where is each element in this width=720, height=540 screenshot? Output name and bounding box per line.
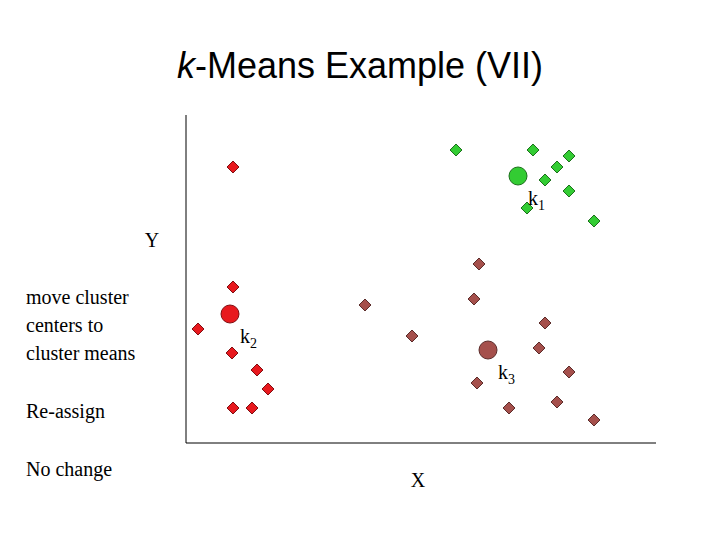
data-point: [588, 215, 600, 227]
data-point: [450, 144, 462, 156]
y-axis: [186, 115, 187, 443]
cluster-center: [221, 305, 239, 323]
marks: [192, 144, 600, 426]
center-label-subscript: 3: [508, 372, 515, 387]
center-label: k2: [240, 325, 257, 351]
annotation: Re-assign: [26, 397, 166, 425]
data-point: [551, 161, 563, 173]
cluster-center: [479, 341, 497, 359]
title-rest: -Means Example (VII): [195, 45, 543, 86]
data-point: [246, 402, 258, 414]
data-point: [563, 366, 575, 378]
data-point: [551, 396, 563, 408]
data-point: [262, 383, 274, 395]
title-italic: k: [177, 45, 197, 86]
data-point: [533, 342, 545, 354]
data-point: [471, 377, 483, 389]
data-point: [473, 258, 485, 270]
annotation: No change: [26, 455, 166, 483]
center-label-subscript: 1: [538, 198, 545, 213]
data-point: [588, 414, 600, 426]
x-axis-label: X: [411, 469, 426, 491]
data-point: [563, 185, 575, 197]
data-point: [539, 174, 551, 186]
data-point: [406, 330, 418, 342]
center-label: k3: [498, 361, 515, 387]
data-point: [527, 144, 539, 156]
center-label-main: k: [498, 361, 508, 383]
center-label-main: k: [528, 187, 538, 209]
data-point: [563, 150, 575, 162]
data-point: [227, 281, 239, 293]
y-axis-label: Y: [145, 229, 159, 251]
center-label-main: k: [240, 325, 250, 347]
center-label-subscript: 2: [250, 336, 257, 351]
data-point: [503, 402, 515, 414]
data-point: [251, 364, 263, 376]
data-point: [227, 402, 239, 414]
center-label: k1: [528, 187, 545, 213]
slide: k-Means Example (VII)YXk1k2k3move cluste…: [0, 0, 720, 540]
cluster-center: [509, 167, 527, 185]
data-point: [227, 161, 239, 173]
center-labels: k1k2k3: [240, 187, 545, 387]
title: k-Means Example (VII): [177, 45, 543, 86]
data-point: [539, 317, 551, 329]
data-point: [192, 323, 204, 335]
annotation: move cluster centers to cluster means: [26, 283, 156, 367]
data-point: [359, 299, 371, 311]
data-point: [226, 347, 238, 359]
x-axis: [186, 443, 656, 444]
data-point: [468, 293, 480, 305]
